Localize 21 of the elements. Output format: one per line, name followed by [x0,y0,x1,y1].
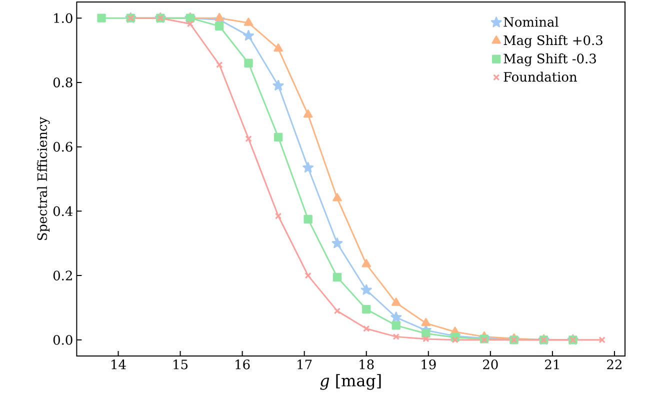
y-tick-label: 1.0 [54,13,72,23]
x-tick-label: 21 [545,360,559,370]
legend-label: Nominal [504,16,558,27]
x-tick-label: 17 [298,360,312,370]
x-axis-title: g [mag] [320,374,381,390]
x-tick-label: 19 [422,360,436,370]
y-tick-label: 0.8 [53,78,72,88]
y-tick-label: 0.0 [53,335,72,345]
x-tick-label: 20 [483,360,498,370]
x-tick-label: 16 [236,360,250,370]
y-tick-label: 0.4 [53,206,73,216]
legend-label: Foundation [504,72,577,82]
x-tick-label: 14 [112,360,126,370]
legend-label: Mag Shift +0.3 [504,35,602,48]
y-tick-label: 0.2 [53,270,72,280]
y-tick-label: 0.6 [53,142,72,152]
x-tick-label: 22 [607,360,622,370]
x-tick-label: 15 [174,360,188,370]
y-axis-title: Spectral Efficiency [37,116,50,240]
legend-label: Mag Shift -0.3 [504,53,596,66]
x-tick-label: 18 [360,360,374,370]
